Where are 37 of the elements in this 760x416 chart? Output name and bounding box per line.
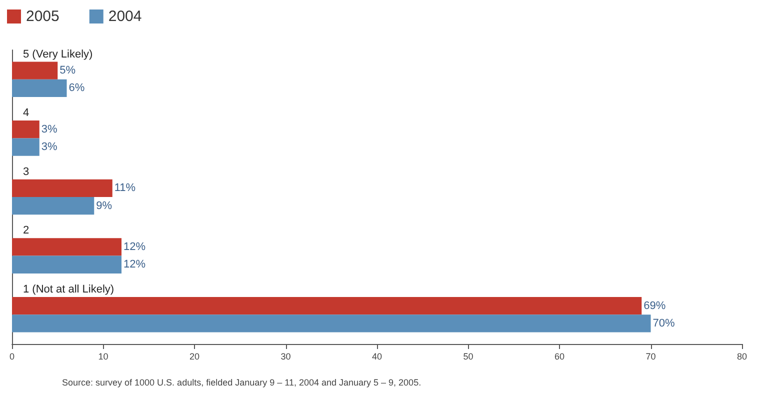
y-tick-label: 4 <box>23 107 30 120</box>
y-tick-label: 3 <box>23 166 30 178</box>
data-label: 70% <box>652 317 675 330</box>
y-tick-label: 2 <box>23 224 30 237</box>
data-label: 5% <box>60 64 76 77</box>
data-label: 3% <box>41 123 58 136</box>
bar <box>12 296 642 315</box>
x-tick-label: 50 <box>463 352 474 362</box>
x-tick-label: 70 <box>646 352 656 362</box>
y-tick-label: 1 (Not at all Likely) <box>23 283 114 296</box>
bar <box>12 197 94 215</box>
data-label: 12% <box>124 240 146 253</box>
y-tick-label: 5 (Very Likely) <box>23 48 93 60</box>
bar <box>12 238 122 256</box>
x-tick-label: 10 <box>98 352 108 362</box>
x-tick-label: 30 <box>280 352 291 362</box>
x-tick-label: 0 <box>9 352 15 362</box>
bar <box>12 314 651 332</box>
x-tick-label: 80 <box>736 352 748 362</box>
bar <box>12 179 112 197</box>
data-label: 3% <box>41 141 58 154</box>
bar <box>12 256 122 274</box>
source-note: Source: survey of 1000 U.S. adults, fielded January 9 – 11, 2004 and January 5 – 9, 2005. <box>62 378 422 388</box>
data-label: 6% <box>68 82 85 94</box>
x-tick-label: 20 <box>189 352 200 362</box>
data-label: 11% <box>114 182 136 194</box>
data-label: 69% <box>644 300 666 312</box>
bar <box>12 79 67 98</box>
bar <box>12 120 40 138</box>
legend-label: 2005 <box>26 8 60 25</box>
bar <box>12 62 58 80</box>
data-label: 9% <box>96 200 112 212</box>
x-tick-label: 60 <box>554 352 565 362</box>
bar <box>12 138 40 156</box>
data-label: 12% <box>124 258 146 271</box>
legend-label: 2004 <box>108 8 142 25</box>
x-tick-label: 40 <box>372 352 382 362</box>
